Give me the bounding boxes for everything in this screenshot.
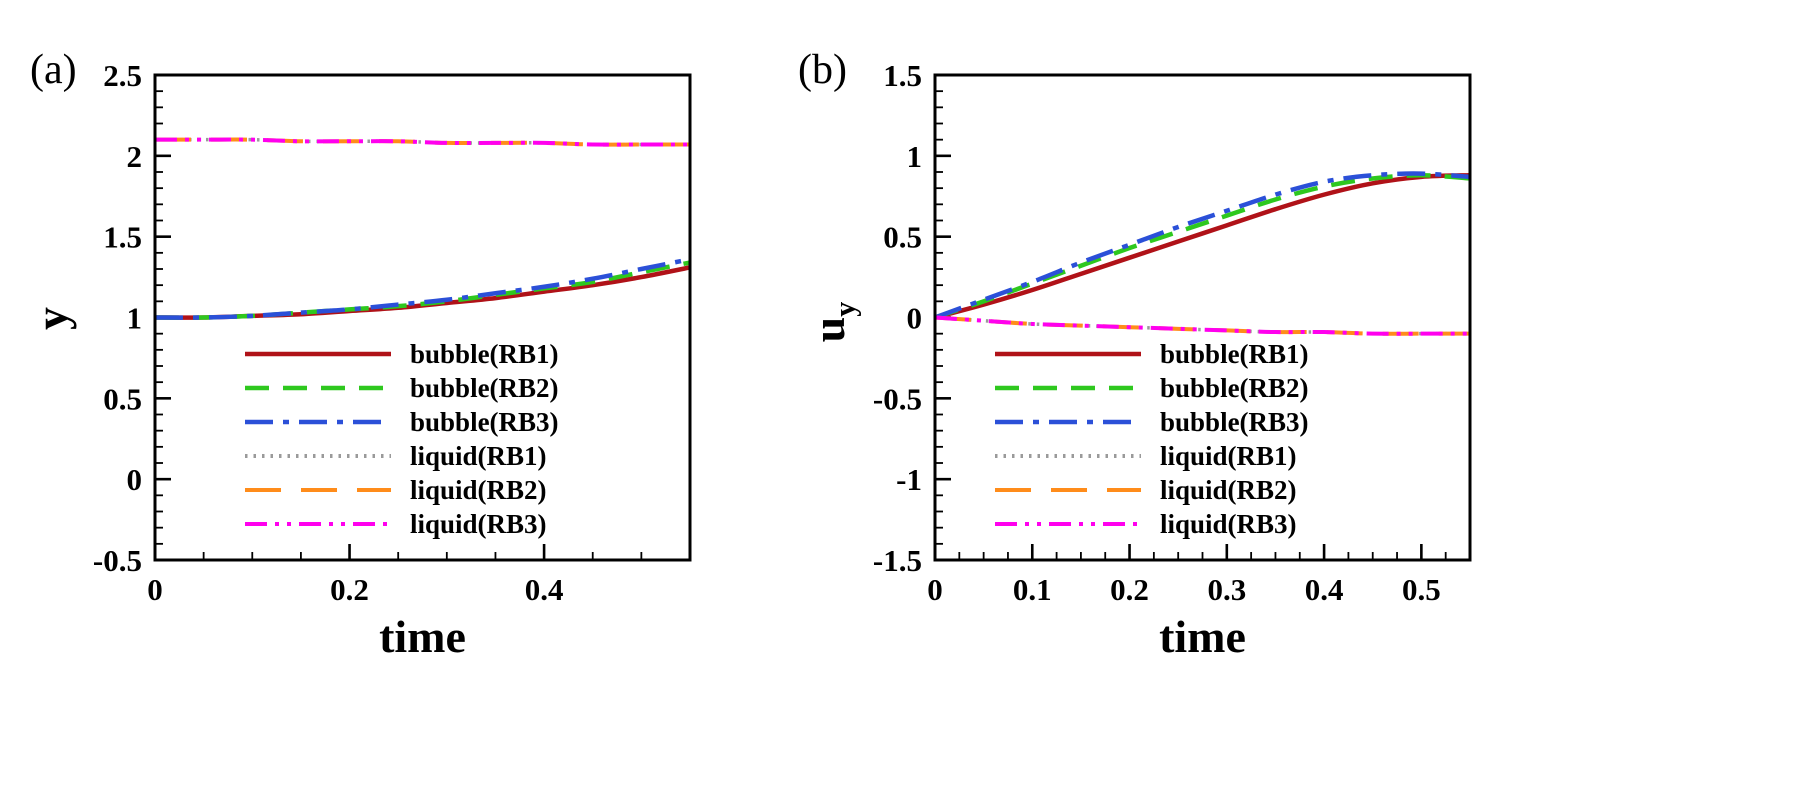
legend-item-label: liquid(RB2) [1160,474,1297,505]
legend-b: bubble(RB1) bubble(RB2) bubble(RB3) liqu… [993,337,1309,541]
legend-item: liquid(RB3) [993,507,1309,541]
legend-line-sample [995,419,1141,425]
legend-item: bubble(RB2) [243,371,559,405]
series-line-liquid(RB2) [154,137,690,147]
legend-item-label: bubble(RB1) [410,338,559,369]
x-tick-label: 0 [147,572,163,607]
x-axis-title-a: time [379,611,466,662]
legend-item-label: bubble(RB2) [410,372,559,403]
x-tick-label: 0.5 [1402,572,1441,607]
y-tick-label: 2.5 [103,58,142,93]
legend-line-sample [245,488,391,492]
x-tick-label: 0.3 [1207,572,1246,607]
x-tick-label: 0.1 [1013,572,1052,607]
series-line-bubble(RB2) [154,260,691,320]
legend-line-sample [995,385,1141,391]
legend-item-label: liquid(RB1) [1160,440,1297,471]
panel-b: 0 0.1 0.2 0.3 0.4 0.5 -1.5 -1 -0.5 0 0.5 1 1.5 [873,58,1472,607]
legend-line-sample [245,385,391,391]
legend-line-sample [245,522,391,526]
panel-a: 0 0.2 0.4-0.500.511.522.5 [93,58,692,607]
y-tick-label: 0 [127,462,143,497]
y-tick-label: 1.5 [883,58,922,93]
y-tick-label: 0 [907,301,923,336]
y-axis-title-b-sub: y [828,301,862,317]
y-tick-label: 1 [127,301,143,336]
x-axis-title-b: time [1159,611,1246,662]
x-tick-label: 0.2 [330,572,369,607]
y-tick-label: 1.5 [103,220,142,255]
legend-line-sample [245,419,391,425]
series-line-bubble(RB3) [934,171,1471,320]
y-axis-title-b-main: u [803,316,855,343]
y-tick-label: -1 [896,462,922,497]
legend-item: liquid(RB3) [243,507,559,541]
legend-item-label: bubble(RB2) [1160,372,1309,403]
y-axis-title-a: y [26,307,77,330]
legend-a: bubble(RB1) bubble(RB2) bubble(RB3) liqu… [243,337,559,541]
panel-label-b: (b) [798,47,847,93]
legend-item: bubble(RB3) [243,405,559,439]
y-tick-label: 2 [127,139,143,174]
y-tick-label: -1.5 [873,543,922,578]
legend-item-label: bubble(RB3) [410,406,559,437]
legend-item: liquid(RB1) [243,439,559,473]
legend-item: bubble(RB1) [243,337,559,371]
y-tick-label: 1 [907,139,923,174]
legend-item-label: liquid(RB2) [410,474,547,505]
panel-label-a: (a) [30,47,77,93]
legend-item-label: liquid(RB3) [1160,508,1297,539]
legend-item-label: bubble(RB1) [1160,338,1309,369]
y-axis-title-b: uy [802,302,862,343]
x-tick-label: 0.4 [1305,572,1344,607]
legend-item: bubble(RB1) [993,337,1309,371]
series-line-liquid(RB3) [154,137,690,147]
legend-line-sample [245,351,391,357]
series-line-liquid(RB1) [934,315,1470,336]
legend-line-sample [995,454,1141,458]
legend-item: bubble(RB2) [993,371,1309,405]
legend-line-sample [995,488,1141,492]
legend-item-label: liquid(RB1) [410,440,547,471]
x-tick-label: 0.2 [1110,572,1149,607]
series-line-bubble(RB1) [934,172,1471,320]
legend-line-sample [245,454,391,458]
legend-item: liquid(RB2) [243,473,559,507]
plot-box [933,73,1472,562]
plot-box [153,73,692,562]
y-tick-label: 0.5 [883,220,922,255]
legend-item-label: liquid(RB3) [410,508,547,539]
legend-line-sample [995,351,1141,357]
legend-item: bubble(RB3) [993,405,1309,439]
series-line-bubble(RB2) [934,172,1471,320]
legend-item: liquid(RB1) [993,439,1309,473]
x-tick-label: 0 [927,572,943,607]
x-tick-label: 0.4 [525,572,564,607]
series-line-liquid(RB2) [934,315,1470,336]
legend-item-label: bubble(RB3) [1160,406,1309,437]
legend-item: liquid(RB2) [993,473,1309,507]
y-tick-label: -0.5 [873,381,922,416]
legend-line-sample [995,522,1141,526]
y-tick-label: -0.5 [93,543,142,578]
series-line-bubble(RB3) [154,257,691,320]
y-tick-label: 0.5 [103,381,142,416]
series-line-liquid(RB3) [934,315,1470,336]
